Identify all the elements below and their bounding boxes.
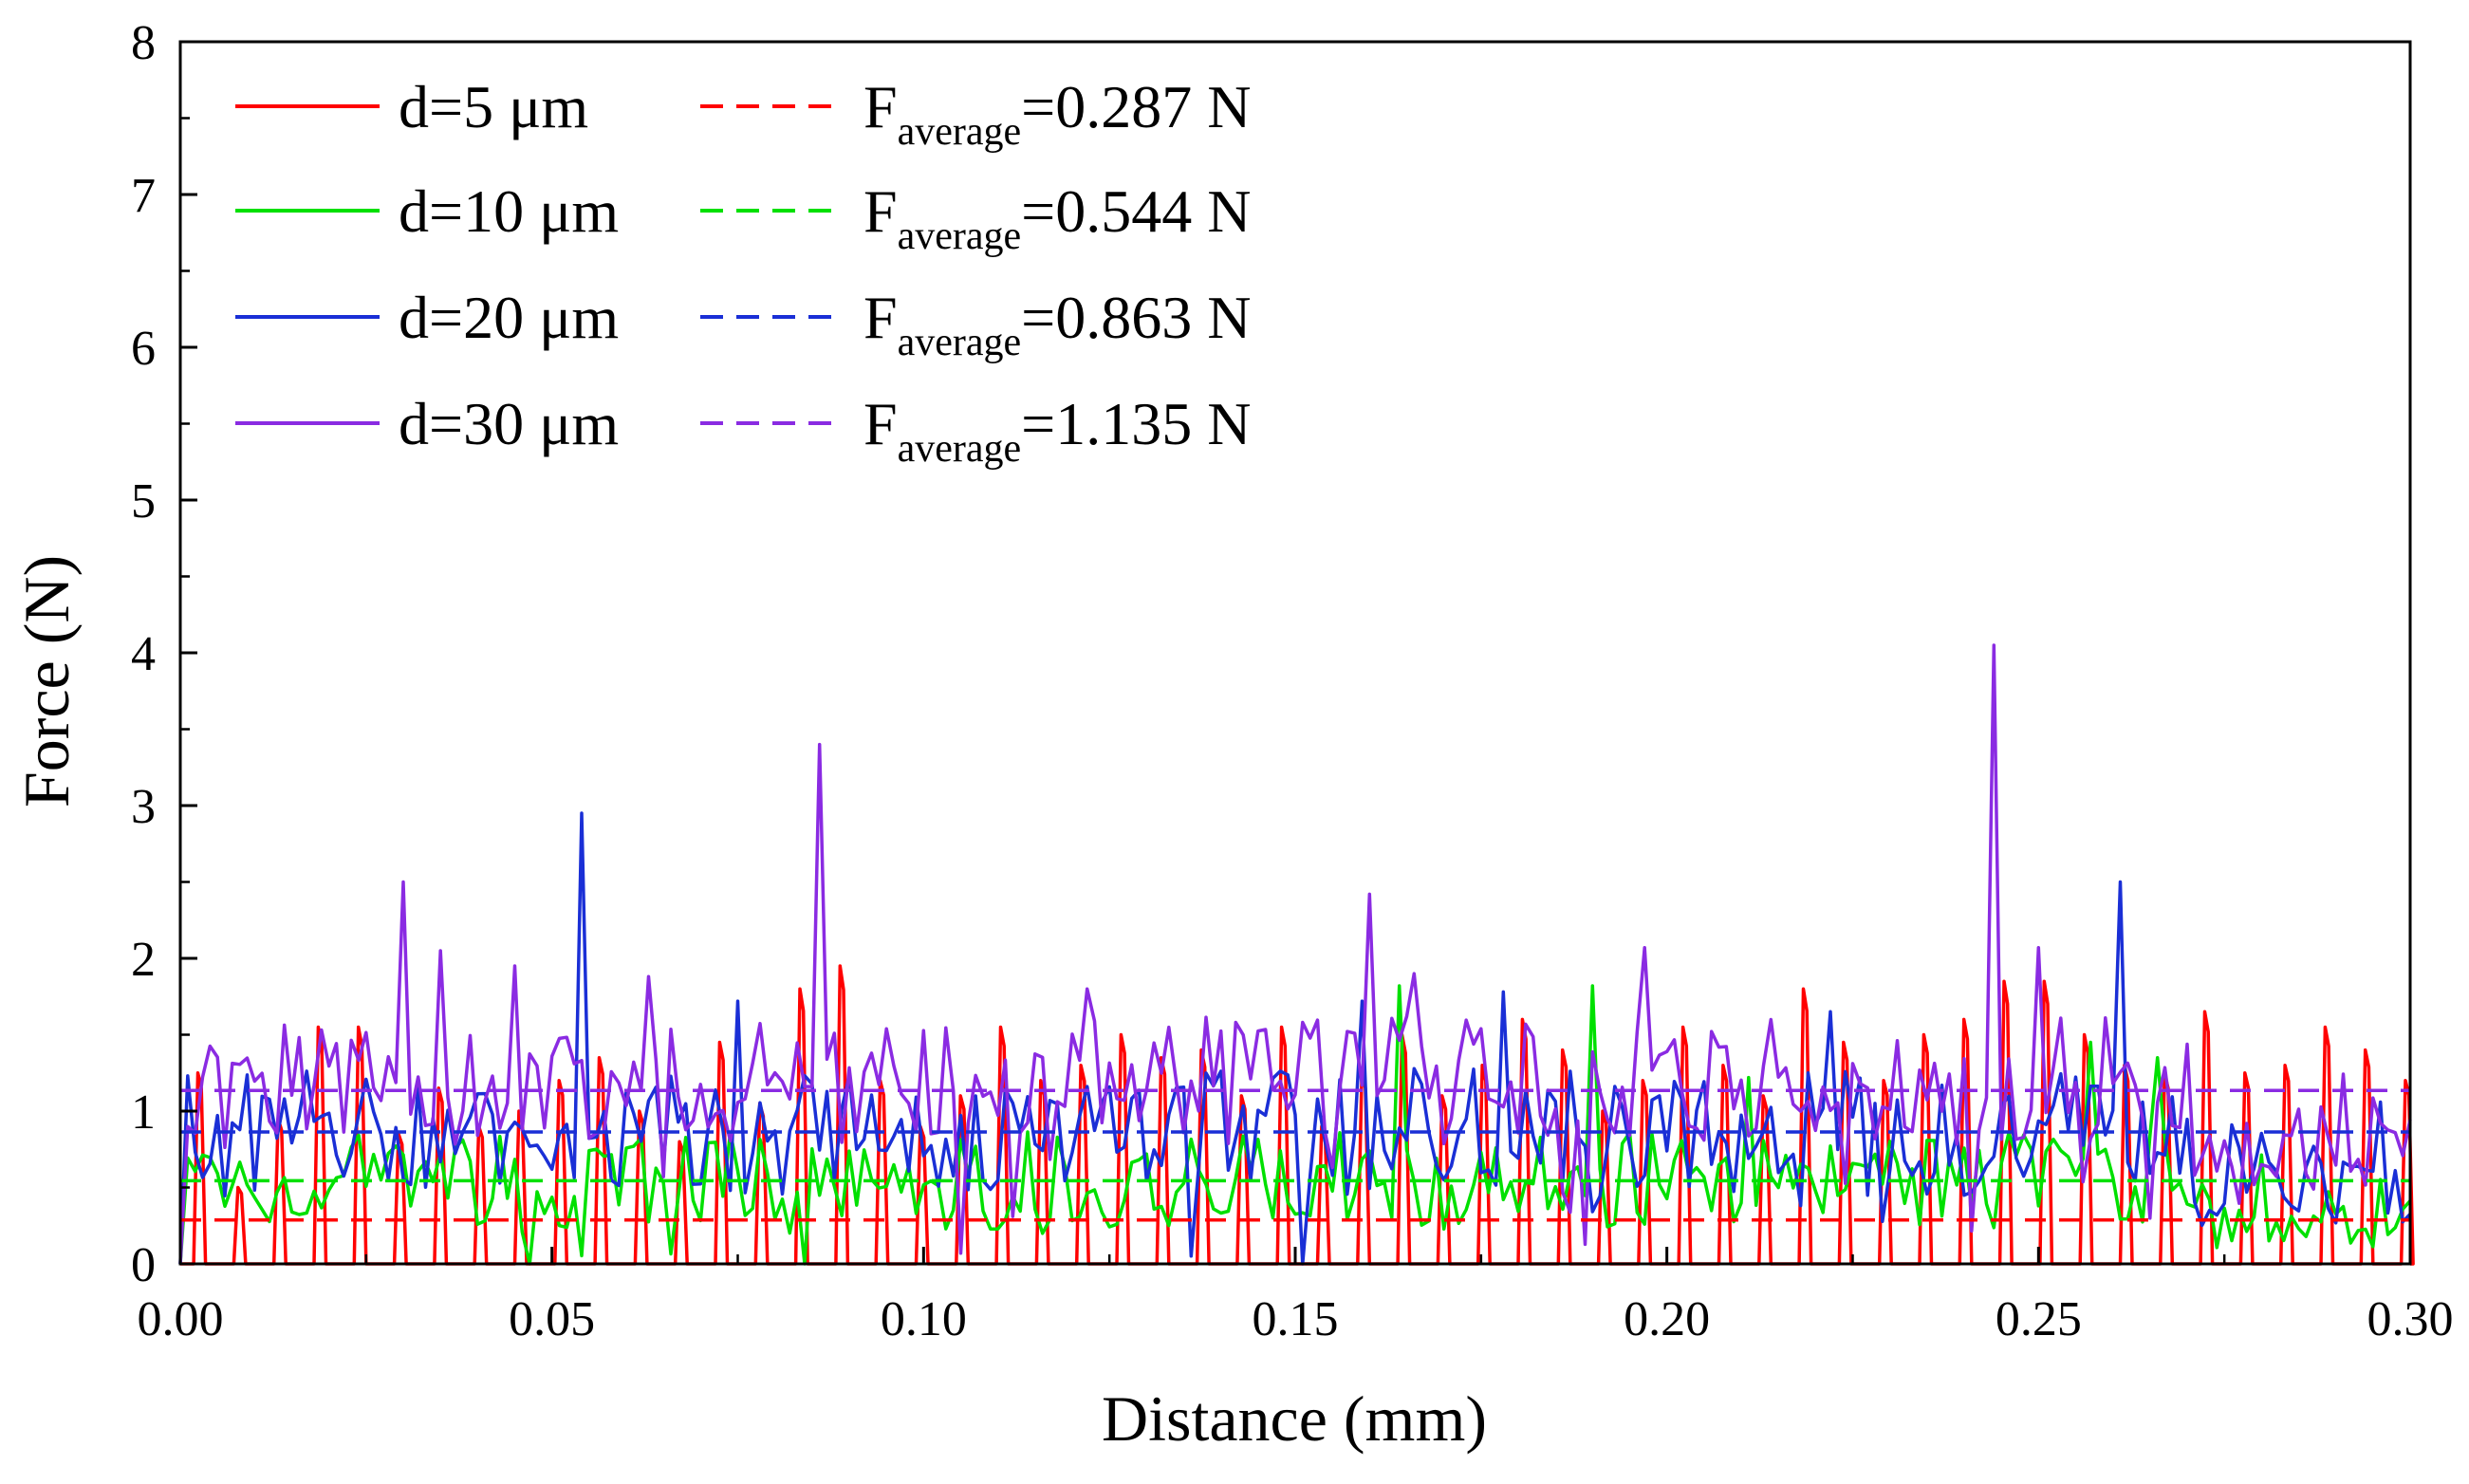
x-tick-label: 0.20 bbox=[1624, 1292, 1710, 1346]
legend-average-label: Faverage=1.135 N bbox=[863, 390, 1251, 471]
legend-average-symbol: F bbox=[863, 177, 898, 245]
y-tick-label: 6 bbox=[131, 322, 156, 376]
x-tick-label: 0.00 bbox=[138, 1292, 224, 1346]
legend-average-subscript: average bbox=[898, 321, 1022, 364]
y-axis-label: Force (N) bbox=[10, 555, 83, 807]
legend: d=5 μm Faverage=0.287 Nd=10 μm Faverage=0.… bbox=[235, 73, 1251, 471]
legend-average-label: Faverage=0.863 N bbox=[863, 284, 1251, 364]
series-line-3 bbox=[178, 811, 2412, 1266]
legend-average-subscript: average bbox=[898, 110, 1022, 154]
legend-average-label: Faverage=0.287 N bbox=[863, 73, 1251, 154]
legend-series-label: d=10 μm bbox=[399, 177, 619, 245]
legend-average-subscript: average bbox=[898, 427, 1022, 471]
x-tick-label: 0.30 bbox=[2367, 1292, 2454, 1346]
x-tick-label: 0.10 bbox=[881, 1292, 967, 1346]
legend-average-value: =0.287 N bbox=[1021, 73, 1251, 140]
series-line-4 bbox=[178, 643, 2412, 1265]
x-tick-label: 0.15 bbox=[1253, 1292, 1339, 1346]
x-tick-label: 0.05 bbox=[509, 1292, 595, 1346]
y-tick-label: 0 bbox=[131, 1238, 156, 1292]
legend-average-value: =0.863 N bbox=[1021, 284, 1251, 351]
legend-average-label: Faverage=0.544 N bbox=[863, 177, 1251, 258]
legend-average-symbol: F bbox=[863, 390, 898, 457]
series-line-2 bbox=[178, 984, 2412, 1266]
y-tick-label: 2 bbox=[131, 933, 156, 987]
legend-average-subscript: average bbox=[898, 214, 1022, 258]
y-tick-label: 7 bbox=[131, 169, 156, 223]
y-tick-label: 5 bbox=[131, 474, 156, 529]
plot-layer bbox=[178, 643, 2415, 1266]
x-axis-label: Distance (mm) bbox=[1102, 1382, 1487, 1455]
axes-layer: 0.00 0.05 0.10 0.15 0.20 0.25 0.30 0 1 2 3 4 5 6 7 8 bbox=[131, 16, 2454, 1346]
x-tick-label: 0.25 bbox=[1996, 1292, 2082, 1346]
legend-series-label: d=5 μm bbox=[399, 73, 588, 140]
legend-average-value: =0.544 N bbox=[1021, 177, 1251, 245]
legend-average-symbol: F bbox=[863, 73, 898, 140]
y-tick-label: 1 bbox=[131, 1085, 156, 1140]
legend-average-value: =1.135 N bbox=[1021, 390, 1251, 457]
legend-average-symbol: F bbox=[863, 284, 898, 351]
legend-series-label: d=30 μm bbox=[399, 390, 619, 457]
legend-series-label: d=20 μm bbox=[399, 284, 619, 351]
y-tick-label: 4 bbox=[131, 627, 156, 681]
y-tick-label: 3 bbox=[131, 780, 156, 834]
y-tick-label: 8 bbox=[131, 16, 156, 70]
